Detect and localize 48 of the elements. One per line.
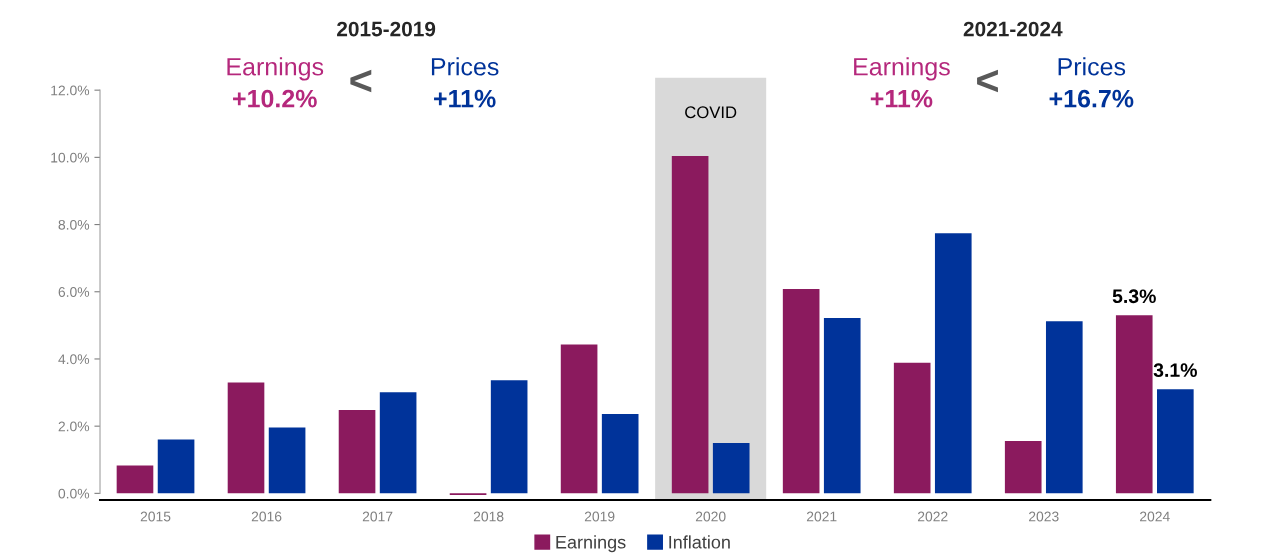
bar	[560, 344, 598, 494]
y-tick-label: 2.0%	[58, 421, 90, 432]
x-tick-label: 2018	[473, 511, 504, 522]
bar	[893, 362, 931, 494]
bar	[157, 439, 195, 494]
x-tick-label: 2017	[362, 511, 393, 522]
data-label: 3.1%	[1153, 363, 1197, 378]
y-tick-label: 0.0%	[58, 488, 90, 499]
bar	[227, 382, 265, 494]
y-tick-label: 12.0%	[51, 85, 90, 96]
bar	[782, 289, 820, 494]
x-tick-label: 2020	[695, 511, 726, 522]
bar	[1115, 315, 1153, 494]
x-tick-label: 2021	[806, 511, 837, 522]
x-tick-label: 2019	[584, 511, 615, 522]
bar	[1157, 389, 1194, 494]
band-label: COVID	[685, 106, 737, 119]
x-tick-label: 2023	[1029, 511, 1059, 522]
x-tick-label: 2015	[140, 511, 171, 522]
bar	[379, 392, 417, 494]
x-tick-label: 2016	[251, 511, 282, 522]
y-tick-label: 6.0%	[58, 287, 90, 297]
annotation: Prices +11%	[431, 57, 499, 108]
legend-label: Earnings	[556, 535, 626, 553]
bar	[338, 410, 376, 494]
x-tick-label: 2024	[1140, 511, 1170, 522]
bar	[268, 427, 306, 494]
text: 2021-2024	[963, 21, 1063, 37]
data-label: 5.3%	[1112, 289, 1156, 304]
bar	[934, 233, 972, 494]
y-tick-label: 4.0%	[58, 354, 90, 365]
bar	[1004, 440, 1042, 494]
annotation: Prices +16.7%	[1049, 57, 1134, 108]
y-tick-label: 10.0%	[51, 152, 90, 163]
annotation: Earnings +11%	[854, 57, 950, 108]
bar	[712, 442, 750, 494]
bar	[823, 317, 861, 494]
annotation: <	[977, 69, 998, 93]
y-tick-label: 8.0%	[58, 219, 90, 230]
bar	[1045, 321, 1083, 494]
bar	[601, 414, 639, 494]
bar	[116, 465, 154, 494]
bar	[490, 380, 528, 494]
annotation: Earnings +10.2%	[227, 57, 324, 108]
x-tick-label: 2022	[917, 511, 948, 522]
annotation: <	[350, 69, 372, 93]
legend-label: Inflation	[669, 535, 730, 549]
text: 2015-2019	[337, 21, 436, 37]
